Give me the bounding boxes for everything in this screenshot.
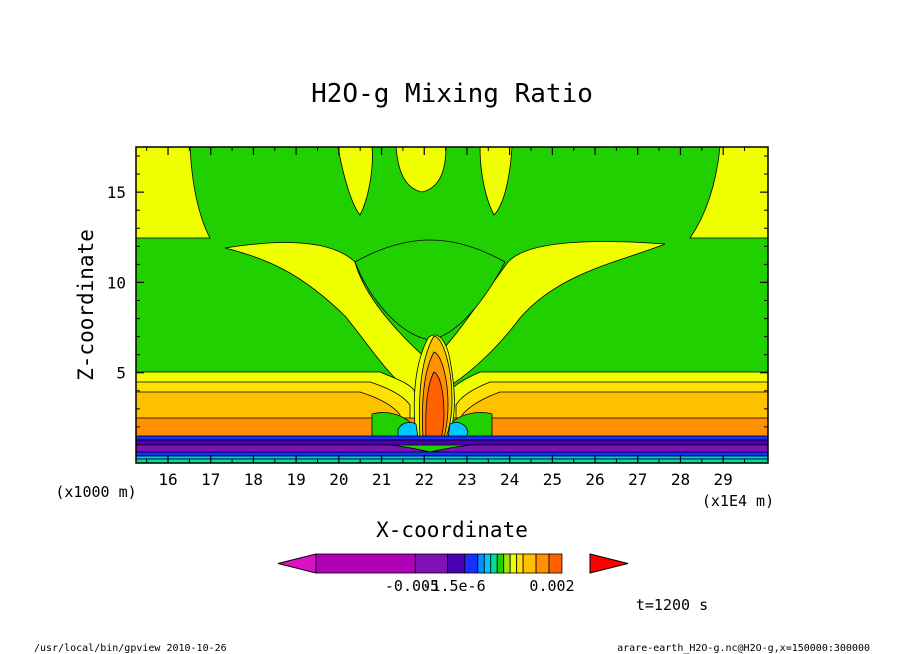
x-tick-label: 25 xyxy=(543,470,562,489)
upper-left-lobe xyxy=(136,147,211,239)
upper-center-lobe-b xyxy=(395,147,447,193)
x-tick-label: 16 xyxy=(158,470,177,489)
plot-frame xyxy=(135,146,769,464)
upper-center-lobe-a xyxy=(337,147,373,216)
y-tick-label: 15 xyxy=(107,183,126,202)
surface-layer-5 xyxy=(136,455,768,460)
mid-v-inner xyxy=(354,239,506,341)
colorbar-label: -0.005 xyxy=(385,577,439,595)
colorbar-segment xyxy=(496,553,505,574)
x-axis-ticks: 16 17 18 19 20 21 22 23 24 25 26 27 28 29 xyxy=(146,147,746,489)
x-tick-label: 24 xyxy=(500,470,519,489)
time-annotation: t=1200 s xyxy=(636,596,708,614)
chart-title: H2O-g Mixing Ratio xyxy=(311,79,593,109)
x-tick-label: 29 xyxy=(714,470,733,489)
upper-center-lobe-c xyxy=(479,147,513,216)
colorbar-segment xyxy=(464,553,479,574)
surface-layer-6 xyxy=(136,458,768,463)
x-axis-label: X-coordinate xyxy=(376,518,528,542)
x-tick-label: 22 xyxy=(415,470,434,489)
y-tick-label: 10 xyxy=(107,273,126,292)
x-tick-label: 19 xyxy=(287,470,306,489)
x-tick-label: 21 xyxy=(372,470,391,489)
x-tick-label: 20 xyxy=(329,470,348,489)
y-units-label: (x1000 m) xyxy=(55,483,136,501)
colorbar-segment xyxy=(509,553,518,574)
y-axis-label: Z-coordinate xyxy=(74,229,98,381)
colorbar-segment xyxy=(535,553,550,574)
colorbar-segment xyxy=(483,553,492,574)
colorbar-segment xyxy=(548,553,563,574)
surface-layer-1 xyxy=(136,435,768,441)
footer-right: arare-earth_H2O-g.nc@H2O-g,x=150000:3000… xyxy=(617,643,870,654)
plume-core xyxy=(425,371,445,439)
footer-left: /usr/local/bin/gpview 2010-10-26 xyxy=(34,643,227,654)
x-tick-label: 17 xyxy=(201,470,220,489)
x-units-label: (x1E4 m) xyxy=(702,492,774,510)
x-tick-label: 28 xyxy=(671,470,690,489)
mid-v-band xyxy=(224,241,666,393)
x-tick-label: 27 xyxy=(628,470,647,489)
y-axis-ticks: 5 10 15 xyxy=(107,155,768,446)
y-tick-label: 5 xyxy=(116,364,126,383)
colorbar-segment xyxy=(516,553,524,574)
surface-layer-2 xyxy=(136,439,768,446)
surface-layer-4 xyxy=(136,451,768,457)
x-tick-label: 26 xyxy=(585,470,604,489)
colorbar-segment xyxy=(490,553,498,574)
colorbar-segment xyxy=(447,553,466,574)
colorbar: -0.005-1.5e-6 0.002 xyxy=(277,553,629,595)
colorbar-segment xyxy=(503,553,511,574)
colorbar-segment xyxy=(522,553,537,574)
colorbar-segment xyxy=(315,553,416,574)
colorbar-label: 0.002 xyxy=(529,577,574,595)
upper-right-lobe xyxy=(689,147,768,239)
x-tick-label: 18 xyxy=(244,470,263,489)
contour-field xyxy=(136,147,768,463)
colorbar-label: -1.5e-6 xyxy=(422,577,485,595)
colorbar-arrow-low xyxy=(277,553,317,574)
colorbar-segment xyxy=(477,553,485,574)
colorbar-arrow-high xyxy=(589,553,629,574)
colorbar-segment xyxy=(414,553,449,574)
x-tick-label: 23 xyxy=(457,470,476,489)
